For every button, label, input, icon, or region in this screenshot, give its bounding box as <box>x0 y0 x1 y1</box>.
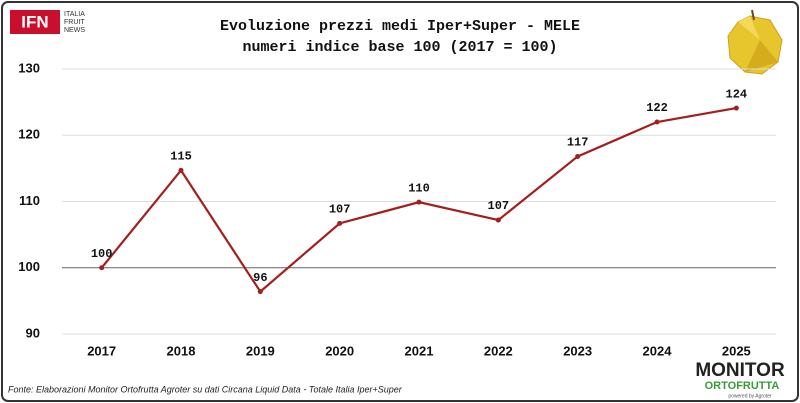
y-tick-label: 120 <box>18 127 40 142</box>
data-label: 107 <box>488 199 510 213</box>
data-label: 100 <box>91 247 113 261</box>
x-tick-label: 2025 <box>722 343 751 358</box>
ifn-logo-box <box>10 10 60 34</box>
data-label: 96 <box>253 271 267 285</box>
chart-subtitle: numeri indice base 100 (2017 = 100) <box>242 39 557 56</box>
data-label: 124 <box>726 87 748 101</box>
monitor-logo-powered: powered by Agroter <box>728 393 772 399</box>
data-point <box>733 105 739 111</box>
source-note: Fonte: Elaborazioni Monitor Ortofrutta A… <box>8 384 403 394</box>
monitor-logo-sub: ORTOFRUTTA <box>705 380 780 392</box>
ifn-logo-line: FRUIT <box>64 19 85 26</box>
data-label: 110 <box>408 181 430 195</box>
ifn-logo: IFN <box>21 12 48 31</box>
ifn-logo-line: ITALIA <box>64 11 85 18</box>
y-tick-label: 110 <box>19 193 40 208</box>
data-point <box>257 289 263 295</box>
x-tick-label: 2023 <box>563 343 592 358</box>
ifn-logo-line: NEWS <box>64 27 85 34</box>
y-tick-label: 100 <box>18 259 40 274</box>
x-tick-label: 2018 <box>167 343 196 358</box>
data-point <box>495 217 501 223</box>
x-tick-label: 2017 <box>87 343 116 358</box>
x-tick-label: 2022 <box>484 343 513 358</box>
y-tick-label: 90 <box>26 325 40 340</box>
x-tick-label: 2024 <box>643 343 673 358</box>
data-label: 117 <box>567 136 589 150</box>
chart-title: Evoluzione prezzi medi Iper+Super - MELE <box>220 18 580 35</box>
x-tick-label: 2021 <box>405 343 434 358</box>
data-label: 107 <box>329 203 351 217</box>
data-point <box>654 119 660 125</box>
y-tick-label: 130 <box>18 60 40 75</box>
data-point <box>575 153 581 159</box>
data-label: 115 <box>170 150 192 164</box>
data-point <box>416 199 422 205</box>
x-tick-label: 2020 <box>325 343 354 358</box>
x-tick-label: 2019 <box>246 343 275 358</box>
data-point <box>178 167 184 173</box>
apple-icon <box>727 9 783 75</box>
data-point <box>99 265 105 271</box>
monitor-logo: MONITOR <box>695 360 785 381</box>
data-point <box>337 220 343 226</box>
data-label: 122 <box>646 101 668 115</box>
